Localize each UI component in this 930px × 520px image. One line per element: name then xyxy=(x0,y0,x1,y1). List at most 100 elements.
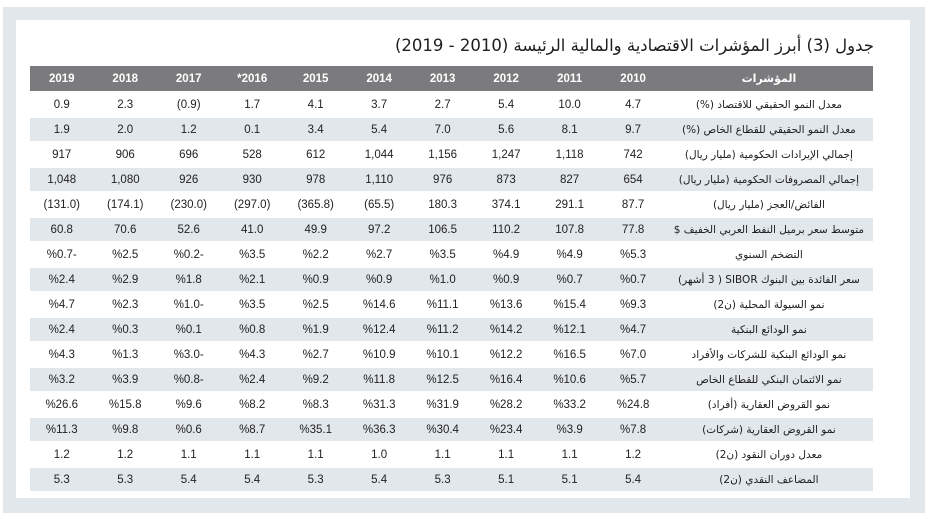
indicator-label: إجمالي الإيرادات الحكومية (مليار ريال) xyxy=(664,141,873,166)
value-cell: %13.6 xyxy=(474,291,538,316)
value-cell: 180.3 xyxy=(410,191,475,216)
value-cell: %0.9 xyxy=(474,266,538,291)
value-cell: 291.1 xyxy=(537,191,602,216)
value-cell: 110.2 xyxy=(474,216,538,241)
value-cell: %14.6 xyxy=(347,291,411,316)
value-cell: 5.4 xyxy=(347,116,411,141)
value-cell: 1.1 xyxy=(156,441,221,466)
value-cell: %0.8- xyxy=(156,366,221,391)
value-cell: %10.1 xyxy=(410,341,475,366)
value-cell: %0.1 xyxy=(156,316,221,341)
value-cell: 52.6 xyxy=(156,216,221,241)
value-cell: (0.9) xyxy=(156,91,221,116)
value-cell: %0.7 xyxy=(537,266,602,291)
value-cell: %3.2 xyxy=(30,366,94,391)
indicator-header: المؤشرات xyxy=(664,66,873,91)
value-cell: %12.4 xyxy=(347,316,411,341)
value-cell: %2.4 xyxy=(220,366,284,391)
value-cell: 1.7 xyxy=(220,91,284,116)
value-cell: 1.9 xyxy=(30,116,94,141)
value-cell: %4.9 xyxy=(537,241,602,266)
table-row: %2.4 %0.3 %0.1 %0.8 %1.9 %12.4 %11.2 %14.2 %12.1… xyxy=(30,316,873,341)
value-cell: 926 xyxy=(156,166,221,191)
value-cell: %11.2 xyxy=(410,316,475,341)
value-cell: %14.2 xyxy=(474,316,538,341)
value-cell: %2.7 xyxy=(283,341,348,366)
year-header: 2015 xyxy=(283,66,348,91)
table-row: 1,048 1,080 926 930 978 1,110 976 873 827 654 إجما… xyxy=(30,166,873,191)
value-cell: %26.6 xyxy=(30,391,94,416)
value-cell: %11.3 xyxy=(30,416,94,441)
value-cell: %31.9 xyxy=(410,391,475,416)
value-cell: %8.2 xyxy=(220,391,284,416)
value-cell: %33.2 xyxy=(537,391,602,416)
value-cell: 1,156 xyxy=(410,141,475,166)
value-cell: %10.9 xyxy=(347,341,411,366)
value-cell: %2.4 xyxy=(30,316,94,341)
table-row: %3.2 %3.9 %0.8- %2.4 %9.2 %11.8 %12.5 %16.4 %10.… xyxy=(30,366,873,391)
value-cell: 612 xyxy=(283,141,348,166)
value-cell: 5.3 xyxy=(30,466,94,491)
table-title: جدول (3) أبرز المؤشرات الاقتصادية والمال… xyxy=(394,36,874,55)
value-cell: %8.7 xyxy=(220,416,284,441)
value-cell: 2.7 xyxy=(410,91,475,116)
value-cell: %3.5 xyxy=(410,241,475,266)
value-cell: 1,048 xyxy=(30,166,94,191)
value-cell: 5.4 xyxy=(220,466,284,491)
value-cell: 1.1 xyxy=(537,441,602,466)
value-cell: %2.5 xyxy=(283,291,348,316)
value-cell: %4.3 xyxy=(30,341,94,366)
value-cell: %23.4 xyxy=(474,416,538,441)
value-cell: 1.1 xyxy=(474,441,538,466)
value-cell: 106.5 xyxy=(410,216,475,241)
value-cell: 654 xyxy=(601,166,665,191)
value-cell: 930 xyxy=(220,166,284,191)
value-cell: %1.3 xyxy=(93,341,157,366)
value-cell: %9.8 xyxy=(93,416,157,441)
value-cell: %5.7 xyxy=(601,366,665,391)
indicator-label: معدل النمو الحقيقي للاقتصاد (%) xyxy=(664,91,873,116)
value-cell: 49.9 xyxy=(283,216,348,241)
value-cell: %2.7 xyxy=(347,241,411,266)
value-cell: %35.1 xyxy=(283,416,348,441)
value-cell: %0.3 xyxy=(93,316,157,341)
value-cell: 5.4 xyxy=(156,466,221,491)
value-cell: %0.7 xyxy=(601,266,665,291)
year-header: 2019 xyxy=(30,66,94,91)
value-cell: 374.1 xyxy=(474,191,538,216)
value-cell: %3.5 xyxy=(220,291,284,316)
value-cell: %12.1 xyxy=(537,316,602,341)
value-cell: %2.2 xyxy=(283,241,348,266)
value-cell: 1.1 xyxy=(220,441,284,466)
value-cell: 5.4 xyxy=(601,466,665,491)
value-cell: 528 xyxy=(220,141,284,166)
indicator-label: معدل دوران النقود (ن2) xyxy=(664,441,873,466)
value-cell: %9.3 xyxy=(601,291,665,316)
value-cell: %2.3 xyxy=(93,291,157,316)
value-cell: 1,247 xyxy=(474,141,538,166)
indicator-label: نمو الودائع البنكية للشركات والأفراد xyxy=(664,341,873,366)
value-cell: 906 xyxy=(93,141,157,166)
value-cell: %4.9 xyxy=(474,241,538,266)
value-cell: %9.2 xyxy=(283,366,348,391)
value-cell: %2.1 xyxy=(220,266,284,291)
value-cell: %36.3 xyxy=(347,416,411,441)
indicator-label: إجمالي المصروفات الحكومية (مليار ريال) xyxy=(664,166,873,191)
indicator-label: نمو القروض العقارية (شركات) xyxy=(664,416,873,441)
value-cell: %11.8 xyxy=(347,366,411,391)
value-cell: 5.4 xyxy=(347,466,411,491)
value-cell: 696 xyxy=(156,141,221,166)
value-cell: 5.1 xyxy=(474,466,538,491)
value-cell: 70.6 xyxy=(93,216,157,241)
value-cell: 9.7 xyxy=(601,116,665,141)
table-row: 5.3 5.3 5.4 5.4 5.3 5.4 5.3 5.1 5.1 5.4 المضاعف ال… xyxy=(30,466,873,491)
value-cell: 0.9 xyxy=(30,91,94,116)
value-cell: %0.9 xyxy=(283,266,348,291)
value-cell: 917 xyxy=(30,141,94,166)
value-cell: %9.6 xyxy=(156,391,221,416)
indicator-label: نمو الائتمان البنكي للقطاع الخاص xyxy=(664,366,873,391)
value-cell: %12.5 xyxy=(410,366,475,391)
value-cell: 107.8 xyxy=(537,216,602,241)
value-cell: 2.0 xyxy=(93,116,157,141)
value-cell: %0.2- xyxy=(156,241,221,266)
